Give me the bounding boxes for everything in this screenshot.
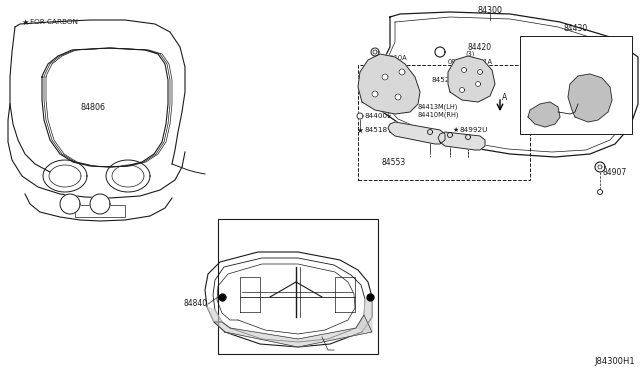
Polygon shape bbox=[214, 315, 372, 347]
Text: 84413M(LH): 84413M(LH) bbox=[418, 104, 458, 110]
Bar bbox=[75, 205, 125, 217]
Text: 84806: 84806 bbox=[81, 103, 106, 112]
Text: B: B bbox=[438, 49, 442, 55]
Text: 84510A: 84510A bbox=[382, 55, 408, 61]
Polygon shape bbox=[438, 132, 485, 150]
Text: 84511(LH): 84511(LH) bbox=[365, 84, 400, 90]
Text: (3): (3) bbox=[465, 51, 474, 57]
Text: J84300H1: J84300H1 bbox=[595, 357, 635, 366]
Text: 84510(RH): 84510(RH) bbox=[365, 91, 401, 97]
Text: 84694M: 84694M bbox=[540, 101, 568, 107]
Polygon shape bbox=[595, 94, 600, 99]
Text: 84840: 84840 bbox=[335, 347, 359, 356]
Text: A: A bbox=[502, 93, 508, 102]
Text: FOR CARBON: FOR CARBON bbox=[30, 19, 78, 25]
Polygon shape bbox=[568, 74, 612, 122]
Text: VIEW A: VIEW A bbox=[282, 337, 314, 346]
Polygon shape bbox=[428, 129, 433, 135]
Polygon shape bbox=[435, 47, 445, 57]
Polygon shape bbox=[358, 54, 420, 114]
Text: 84553: 84553 bbox=[382, 157, 406, 167]
Polygon shape bbox=[460, 87, 465, 93]
Text: 84992U: 84992U bbox=[460, 127, 488, 133]
Polygon shape bbox=[373, 50, 377, 54]
Polygon shape bbox=[295, 297, 301, 303]
Text: 84420: 84420 bbox=[468, 42, 492, 51]
Text: 84691M: 84691M bbox=[535, 121, 563, 127]
Polygon shape bbox=[399, 69, 405, 75]
Polygon shape bbox=[448, 56, 495, 102]
Polygon shape bbox=[292, 294, 304, 306]
Polygon shape bbox=[60, 194, 80, 214]
Text: ★: ★ bbox=[453, 127, 459, 133]
Polygon shape bbox=[388, 122, 445, 144]
Text: 84880E: 84880E bbox=[578, 117, 605, 123]
Polygon shape bbox=[207, 307, 222, 322]
Polygon shape bbox=[372, 91, 378, 97]
Text: ★: ★ bbox=[21, 17, 29, 26]
Bar bbox=[218, 219, 378, 354]
Polygon shape bbox=[395, 94, 401, 100]
Text: 84840: 84840 bbox=[184, 299, 208, 308]
Polygon shape bbox=[598, 189, 602, 195]
Polygon shape bbox=[595, 162, 605, 172]
Bar bbox=[358, 65, 530, 180]
Polygon shape bbox=[382, 74, 388, 80]
Polygon shape bbox=[582, 105, 588, 109]
Polygon shape bbox=[598, 165, 602, 169]
Polygon shape bbox=[461, 67, 467, 73]
Polygon shape bbox=[356, 297, 372, 332]
Polygon shape bbox=[477, 70, 483, 74]
Text: 84518: 84518 bbox=[365, 127, 388, 133]
Text: 84300: 84300 bbox=[477, 6, 502, 15]
Text: 84410M(RH): 84410M(RH) bbox=[418, 112, 460, 118]
Polygon shape bbox=[90, 194, 110, 214]
Text: 84907: 84907 bbox=[603, 167, 627, 176]
Polygon shape bbox=[465, 135, 470, 140]
Text: 84521A: 84521A bbox=[432, 77, 460, 83]
Polygon shape bbox=[476, 81, 481, 87]
Polygon shape bbox=[371, 48, 379, 56]
Text: 84400E: 84400E bbox=[365, 113, 393, 119]
Bar bbox=[520, 36, 632, 134]
Polygon shape bbox=[357, 113, 363, 119]
Polygon shape bbox=[447, 132, 452, 138]
Text: ★: ★ bbox=[356, 125, 364, 135]
Text: 081A6-8121A: 081A6-8121A bbox=[448, 59, 493, 65]
Polygon shape bbox=[528, 102, 560, 127]
Text: 84430: 84430 bbox=[564, 23, 588, 32]
Polygon shape bbox=[582, 84, 588, 90]
